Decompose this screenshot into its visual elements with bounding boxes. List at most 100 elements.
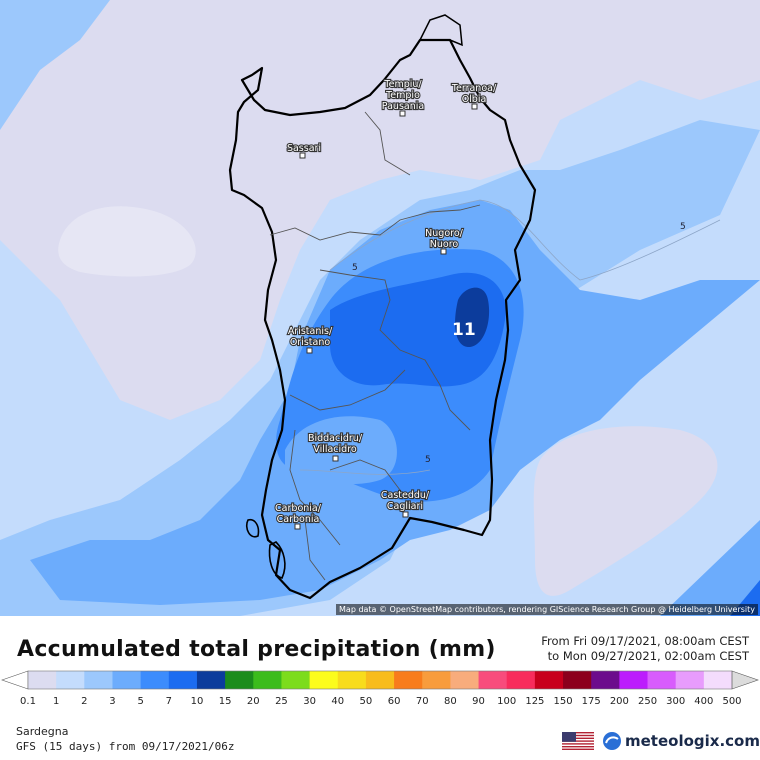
colorbar-swatch (337, 671, 367, 689)
colorbar-tick-label: 5 (137, 696, 144, 707)
brand-name: meteologix.com (625, 732, 760, 750)
colorbar-tick-label: 250 (637, 696, 658, 707)
forecast-period: From Fri 09/17/2021, 08:00am CEST to Mon… (541, 634, 749, 664)
city-label: Casteddu/ (381, 490, 430, 501)
city-label: Terranoa/ (451, 83, 497, 94)
colorbar-tick-label: 70 (415, 696, 429, 707)
colorbar-swatch (450, 671, 480, 689)
colorbar-tick-label: 1 (52, 696, 60, 707)
colorbar-tick-label: 2 (81, 696, 88, 707)
city-label: Oristano (290, 337, 331, 348)
colorbar-tick-label: 90 (472, 696, 485, 707)
city-label: Olbia (462, 94, 487, 105)
colorbar-arrow-low (1, 670, 29, 690)
city-label: Villacidro (313, 444, 357, 455)
field-3-5mm-pocket (285, 416, 397, 485)
city-olbia: Terranoa/ Olbia (450, 82, 498, 110)
city-marker (440, 248, 447, 255)
period-to: to Mon 09/27/2021, 02:00am CEST (547, 649, 749, 663)
contour-label: 5 (352, 263, 358, 273)
colorbar-tick-label: 80 (444, 696, 457, 707)
colorbar-swatch (140, 671, 170, 689)
colorbar-tick-label: 150 (553, 696, 573, 707)
field-3-5mm-sw-blob (126, 553, 167, 592)
max-value-label: 11 (452, 320, 476, 340)
colorbar-tick-label: 3 (109, 696, 116, 707)
city-marker (306, 347, 313, 354)
colorbar-tick-label: 100 (497, 696, 517, 707)
colorbar-tick-label: 40 (331, 696, 345, 707)
city-label: Carbonia (277, 514, 320, 525)
colorbar-swatch (225, 671, 254, 689)
field-3-5mm-se-corner (660, 520, 760, 616)
legend-title: Accumulated total precipitation (mm) (17, 637, 496, 662)
city-nuoro: Nugoro/ Nuoro (424, 227, 465, 255)
colorbar-tick-label: 500 (722, 696, 742, 707)
colorbar-swatch (309, 671, 339, 689)
colorbar-swatch (394, 671, 423, 689)
city-label: Aristanis/ (288, 326, 333, 337)
colorbar-swatch (478, 671, 508, 689)
city-label: Tempio (385, 90, 420, 101)
city-marker (332, 455, 339, 462)
colorbar-tick-label: 15 (218, 696, 232, 707)
contour-label: 5 (680, 222, 686, 232)
city-label: Nuoro (430, 239, 459, 250)
colorbar-tick-label: 25 (275, 696, 288, 707)
city-label: Cagliari (387, 501, 423, 512)
colorbar-tick-label: 50 (359, 696, 373, 707)
field-01-1mm-southeast (533, 426, 718, 596)
colorbar-swatch (56, 671, 85, 689)
colorbar-swatch (703, 671, 733, 689)
city-oristano: Aristanis/ Oristano (287, 325, 334, 354)
colorbar-tick-label: 7 (165, 696, 172, 707)
city-sassari: Sassari (286, 142, 322, 159)
island-coastline (228, 38, 537, 600)
colorbar-tick-label: 400 (694, 696, 714, 707)
field-01-1mm-west-lobe (58, 206, 196, 277)
precipitation-map: 5 5 5 11 Tempiu/ Tempio Pausania Terrano… (0, 0, 760, 616)
city-cagliari: Casteddu/ Cagliari (380, 489, 431, 518)
colorbar-swatch (253, 671, 282, 689)
colorbar-swatch (84, 671, 113, 689)
brand-logo[interactable]: meteologix.com (602, 730, 760, 752)
us-flag-icon[interactable] (562, 732, 594, 750)
colorbar-tick-label: 175 (581, 696, 601, 707)
island-san-pietro (245, 518, 260, 538)
province-borders (269, 111, 481, 581)
period-from: From Fri 09/17/2021, 08:00am CEST (541, 634, 749, 648)
colorbar-tick-label: 125 (525, 696, 545, 707)
city-label: Sassari (287, 143, 321, 154)
colorbar-swatch (563, 671, 592, 689)
city-villacidro: Biddacidru/ Villacidro (307, 432, 364, 462)
meteologix-logo-icon (603, 732, 621, 750)
city-label: Biddacidru/ (308, 433, 363, 444)
colorbar-tick-label: 30 (303, 696, 316, 707)
colorbar-swatch (28, 671, 57, 689)
colorbar-swatch (365, 671, 395, 689)
field-01-1mm-north (0, 0, 760, 420)
colorbar-swatch (168, 671, 198, 689)
legend-colorbar (1, 670, 759, 690)
colorbar-swatch (196, 671, 226, 689)
colorbar-swatch (619, 671, 649, 689)
island-sant-antioco (268, 541, 286, 579)
colorbar-tick-label: 10 (190, 696, 204, 707)
city-marker (399, 110, 406, 117)
city-marker (402, 511, 409, 518)
city-carbonia: Carbonia/ Carbonia (274, 502, 323, 530)
colorbar-swatch (675, 671, 705, 689)
field-10-15mm (455, 287, 490, 348)
colorbar-tick-label: 60 (387, 696, 401, 707)
city-label: Pausania (382, 101, 424, 112)
city-label: Tempiu/ (383, 79, 422, 90)
city-marker (294, 523, 301, 530)
city-label: Nugoro/ (425, 228, 463, 239)
contour-label: 5 (425, 455, 431, 465)
colorbar-tick-label: 300 (666, 696, 686, 707)
colorbar-swatch (281, 671, 311, 689)
city-marker (299, 152, 306, 159)
colorbar-tick-label: 20 (246, 696, 260, 707)
city-label: Carbonia/ (275, 503, 322, 514)
colorbar-arrow-high (731, 670, 759, 690)
